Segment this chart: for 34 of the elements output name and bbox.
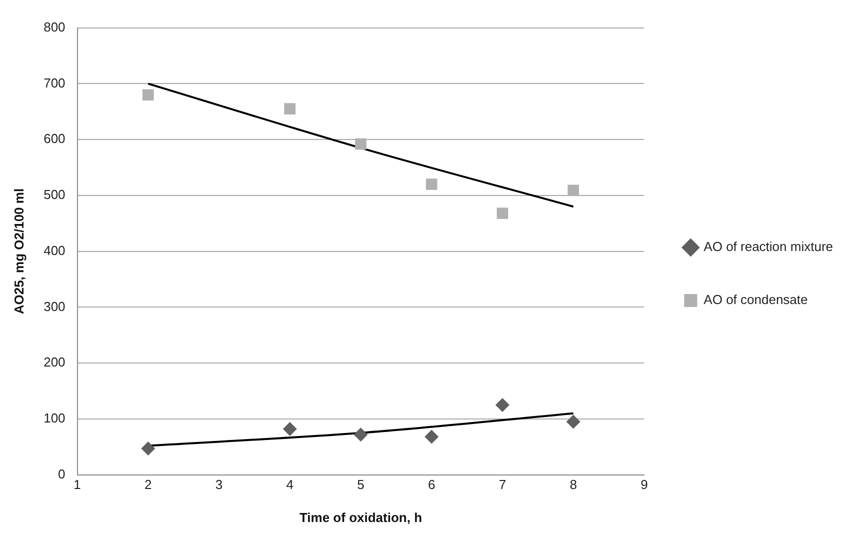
point: [496, 208, 508, 219]
x-tick-label: 3: [215, 477, 223, 492]
x-axis-title: Time of oxidation, h: [299, 510, 422, 525]
x-tick-label: 9: [640, 477, 648, 492]
point: [142, 89, 154, 101]
x-tick-label: 8: [570, 477, 577, 492]
point: [141, 442, 156, 456]
y-tick-label: 400: [44, 242, 66, 258]
point: [568, 184, 579, 196]
x-tick-label: 4: [286, 477, 294, 492]
y-tick-label: 800: [44, 19, 66, 34]
legend-label: AO of condensate: [704, 292, 808, 308]
point: [354, 428, 368, 442]
y-tick-label: 100: [44, 410, 66, 426]
legend-label: AO of reaction mixture: [704, 239, 833, 254]
point: [566, 414, 580, 429]
point: [426, 178, 438, 190]
y-tick-label: 700: [44, 75, 66, 90]
point: [424, 430, 439, 444]
x-tick-label: 2: [144, 477, 152, 492]
x-tick-label: 6: [428, 477, 436, 492]
y-tick-label: 500: [44, 187, 66, 202]
point: [355, 138, 366, 150]
y-axis-title: AO25, mg O2/100 ml: [11, 188, 26, 314]
point: [284, 103, 296, 114]
y-tick-label: 600: [44, 131, 66, 146]
x-tick-label: 5: [357, 477, 364, 492]
point: [282, 422, 297, 436]
y-tick-label: 300: [44, 298, 66, 314]
point: [495, 398, 510, 412]
y-tick-label: 0: [58, 466, 66, 482]
y-tick-label: 200: [44, 354, 66, 370]
x-tick-label: 7: [498, 477, 506, 492]
x-tick-label: 1: [74, 477, 81, 492]
